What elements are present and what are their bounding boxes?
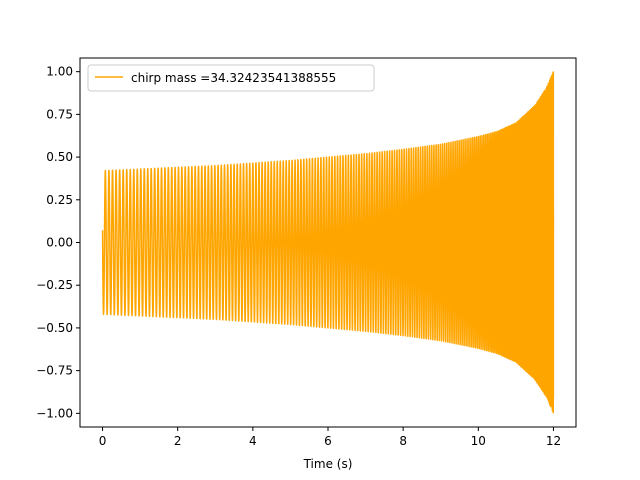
x-axis-ticks: 0 2 4 6 8 10 12 (99, 427, 561, 448)
legend-entry-label: chirp mass =34.32423541388555 (131, 71, 336, 85)
y-axis-ticks: −1.00 −0.75 −0.50 −0.25 0.00 0.25 0.50 0.75 1.00 (36, 65, 80, 420)
chirp-waveform-line (101, 71, 555, 414)
y-tick-label: −0.50 (36, 321, 73, 335)
series-layer (101, 71, 555, 414)
x-tick-label: 10 (471, 434, 486, 448)
y-tick-label: 0.25 (46, 193, 73, 207)
x-tick-label: 12 (546, 434, 561, 448)
legend-box (87, 64, 375, 92)
y-tick-label: −1.00 (36, 406, 73, 420)
x-tick-label: 6 (324, 434, 332, 448)
x-axis-label: Time (s) (303, 457, 353, 471)
x-tick-label: 4 (249, 434, 257, 448)
y-tick-label: 0.75 (46, 107, 73, 121)
x-tick-label: 2 (174, 434, 182, 448)
y-tick-label: −0.25 (36, 278, 73, 292)
x-tick-label: 0 (99, 434, 107, 448)
legend: chirp mass =34.32423541388555 (87, 64, 375, 92)
y-tick-label: 1.00 (46, 65, 73, 79)
y-tick-label: 0.00 (46, 236, 73, 250)
x-tick-label: 8 (399, 434, 407, 448)
y-tick-label: −0.75 (36, 364, 73, 378)
y-tick-label: 0.50 (46, 150, 73, 164)
